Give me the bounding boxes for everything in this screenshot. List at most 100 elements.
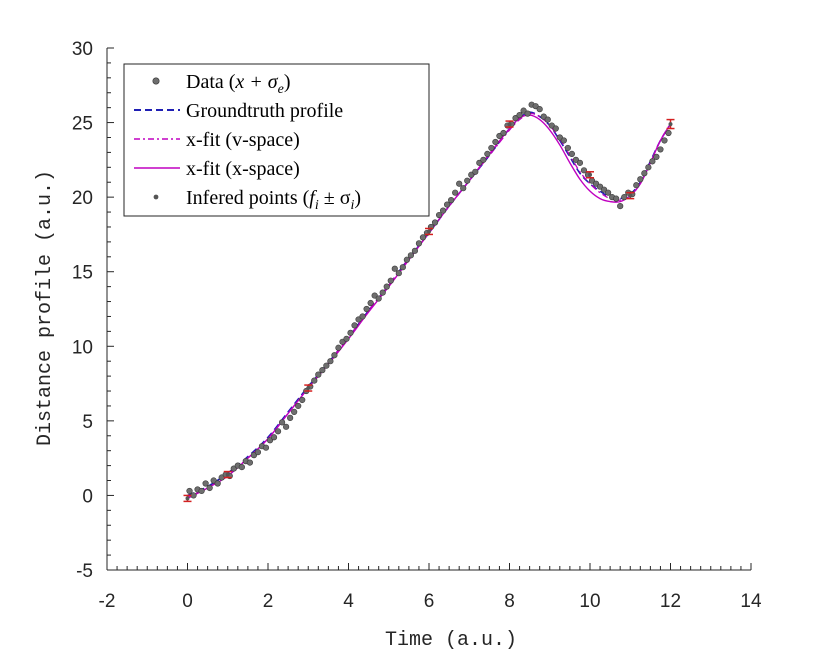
data-point <box>367 299 374 307</box>
data-point <box>274 428 282 435</box>
inferred-point <box>628 193 633 198</box>
data-point <box>568 150 575 157</box>
ticks-layer: -2 0 2 4 6 8 10 12 14 -5 0 5 10 15 20 25 30 <box>72 39 762 612</box>
data-point <box>617 202 624 210</box>
x-tick-label: 14 <box>740 591 762 612</box>
legend-data-close: ) <box>284 71 291 93</box>
data-point <box>472 168 479 175</box>
data-point <box>605 189 612 196</box>
inferred-point-group <box>626 191 635 200</box>
inferred-point <box>507 122 512 127</box>
y-tick-label: -5 <box>76 561 93 582</box>
data-point <box>621 194 628 201</box>
data-point <box>214 480 221 487</box>
data-point <box>464 177 471 184</box>
data-point <box>291 408 298 416</box>
data-point <box>633 182 640 189</box>
data-point <box>347 329 354 336</box>
legend: Data (x + σe) Groundtruth profile x-fit … <box>123 63 430 217</box>
data-point <box>536 106 543 113</box>
data-point <box>649 158 656 165</box>
inferred-point-group <box>666 118 675 130</box>
legend-data-math: x + σ <box>234 71 278 93</box>
data-point <box>335 344 342 351</box>
inferred-point-group <box>505 120 514 128</box>
data-point <box>419 234 427 241</box>
data-point <box>311 377 318 384</box>
x-tick-label: 6 <box>424 591 435 612</box>
data-point <box>331 352 338 359</box>
legend-label-vfit: x-fit (v-space) <box>186 129 300 151</box>
inferred-point <box>588 172 592 177</box>
series-xfit <box>187 114 672 500</box>
data-point <box>206 484 213 492</box>
inferred-point-group <box>425 227 433 236</box>
data-point <box>653 153 660 160</box>
data-point <box>198 487 205 495</box>
legend-inferred-math: f <box>309 187 317 209</box>
data-point <box>448 197 455 204</box>
legend-inferred-sub1: i <box>315 198 319 213</box>
data-point <box>202 480 209 487</box>
data-point <box>488 144 495 152</box>
data-point <box>323 362 330 369</box>
legend-data-text: Data ( <box>186 71 236 93</box>
y-tick-label: 25 <box>72 114 93 135</box>
data-point <box>456 180 463 187</box>
legend-label-data: Data (x + σe) <box>186 71 291 97</box>
y-tick-label: 5 <box>82 412 93 433</box>
data-point <box>403 256 410 263</box>
data-point <box>560 137 567 144</box>
data-point <box>500 129 507 137</box>
legend-data-sub: e <box>278 82 284 97</box>
legend-label-groundtruth: Groundtruth profile <box>186 100 343 122</box>
inferred-point-group <box>223 470 232 479</box>
data-point <box>387 277 394 284</box>
legend-inferred-sub2: i <box>351 198 355 213</box>
data-point <box>661 137 668 144</box>
x-tick-label: 8 <box>504 591 515 612</box>
data-point <box>327 358 334 365</box>
data-point <box>435 211 443 219</box>
legend-label-inferred: Infered points (fi ± σi) <box>186 187 361 213</box>
data-point <box>262 444 270 451</box>
data-point <box>580 167 588 174</box>
data-point <box>516 112 523 119</box>
data-point <box>359 313 366 320</box>
inferred-point <box>427 229 431 234</box>
data-point <box>186 487 193 495</box>
inferred-point-group <box>304 384 313 392</box>
data-point <box>395 270 402 277</box>
data-point <box>544 116 551 123</box>
data-point <box>295 402 302 410</box>
legend-label-xfit: x-fit (x-space) <box>186 158 300 180</box>
data-point <box>452 189 459 196</box>
data-point <box>238 463 245 471</box>
inferred-point <box>185 496 190 501</box>
data-point <box>641 170 648 177</box>
y-tick-label: 30 <box>72 39 93 60</box>
y-tick-label: 20 <box>72 188 93 209</box>
data-point <box>645 164 652 171</box>
data-point <box>319 367 326 374</box>
data-point <box>399 264 406 271</box>
data-point <box>379 289 386 296</box>
data-point <box>564 144 571 152</box>
data-point <box>411 247 419 254</box>
data-point <box>576 159 584 166</box>
data-point <box>315 371 322 378</box>
data-point <box>391 265 398 272</box>
data-point <box>343 335 350 342</box>
y-tick-label: 15 <box>72 263 93 284</box>
data-point <box>524 110 531 117</box>
data-point <box>492 138 499 146</box>
y-tick-label: 0 <box>82 486 93 507</box>
data-point <box>431 219 439 226</box>
data-point <box>254 449 262 456</box>
data-point <box>657 146 664 153</box>
inferred-point <box>668 122 673 127</box>
data-point <box>484 150 491 157</box>
legend-inferred-mid: ± σ <box>319 187 351 209</box>
